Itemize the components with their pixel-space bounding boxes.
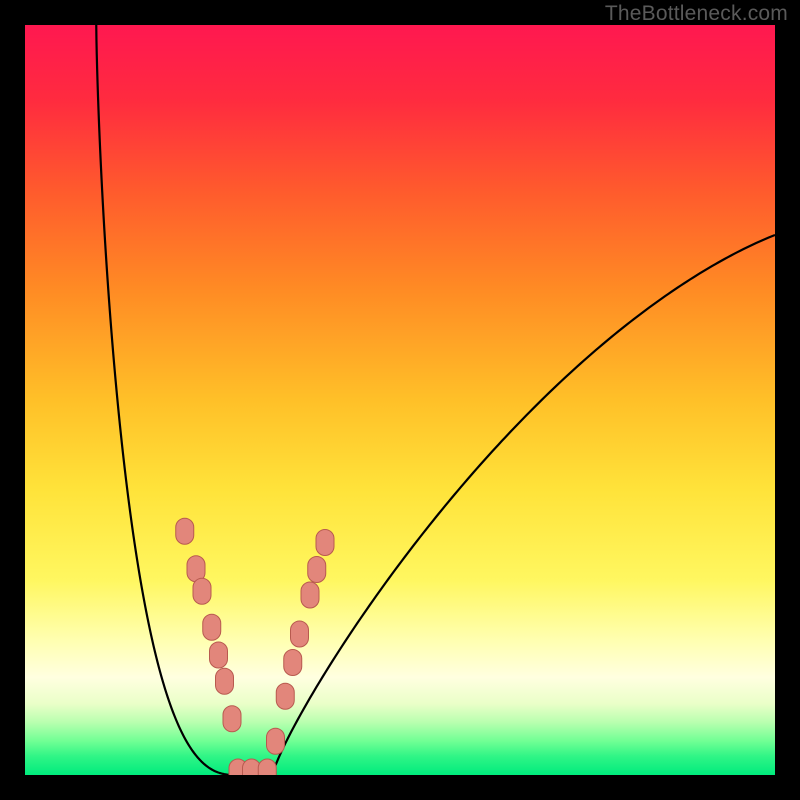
watermark-text: TheBottleneck.com — [605, 2, 788, 26]
data-marker — [301, 582, 319, 608]
data-marker — [193, 578, 211, 604]
data-marker — [267, 728, 285, 754]
data-marker — [223, 706, 241, 732]
data-marker — [203, 614, 221, 640]
data-marker — [216, 668, 234, 694]
data-marker — [276, 683, 294, 709]
chart-svg — [25, 25, 775, 775]
data-marker — [308, 557, 326, 583]
plot-area — [25, 25, 775, 775]
data-marker — [284, 650, 302, 676]
data-marker — [291, 621, 309, 647]
data-marker — [210, 642, 228, 668]
gradient-background — [25, 25, 775, 775]
data-marker — [258, 759, 276, 775]
data-marker — [176, 518, 194, 544]
data-marker — [316, 530, 334, 556]
